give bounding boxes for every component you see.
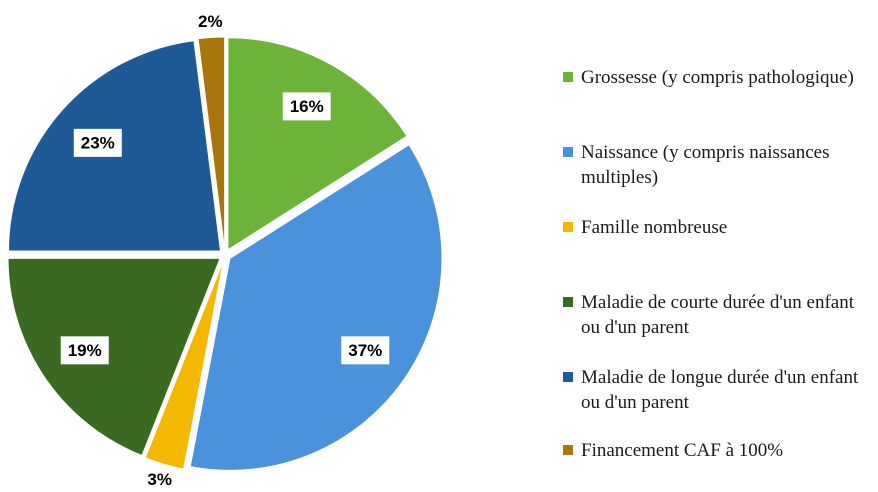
pie-slice <box>227 37 408 251</box>
legend-item: Naissance (y compris naissances multiple… <box>563 140 863 190</box>
legend-label: Famille nombreuse <box>581 217 728 238</box>
data-label: 16% <box>290 97 324 116</box>
legend-item: Maladie de courte durée d'un enfant ou d… <box>563 290 863 340</box>
legend-label: Maladie de longue durée d'un enfant ou d… <box>581 367 859 413</box>
pie-slice <box>197 36 226 250</box>
legend-item: Maladie de longue durée d'un enfant ou d… <box>563 365 863 415</box>
legend-swatch <box>563 147 573 157</box>
pie-slice <box>189 144 443 471</box>
legend-swatch <box>563 222 573 232</box>
legend-item: Grossesse (y compris pathologique) <box>563 65 863 90</box>
data-label: 19% <box>68 341 102 360</box>
chart: 16% 37% 3% 19% 23% 2% <box>7 12 443 489</box>
legend-swatch <box>563 445 573 455</box>
legend-swatch <box>563 72 573 82</box>
label-box <box>282 92 331 121</box>
data-label: 3% <box>147 470 172 489</box>
legend-label: Maladie de courte durée d'un enfant ou d… <box>581 292 854 338</box>
legend-item: Financement CAF à 100% <box>563 438 863 463</box>
legend-label: Financement CAF à 100% <box>581 440 784 461</box>
pie-slice <box>144 260 224 470</box>
legend: Grossesse (y compris pathologique) Naissa… <box>563 0 863 492</box>
label-box <box>341 336 390 365</box>
pie-slice <box>7 257 221 457</box>
legend-label: Naissance (y compris naissances multiple… <box>581 142 830 188</box>
label-box <box>60 336 109 365</box>
data-label: 23% <box>81 133 115 152</box>
data-label: 2% <box>198 12 223 31</box>
data-label: 37% <box>348 341 382 360</box>
legend-swatch <box>563 372 573 382</box>
label-box <box>73 128 122 157</box>
legend-label: Grossesse (y compris pathologique) <box>581 67 854 88</box>
legend-swatch <box>563 297 573 307</box>
legend-item: Famille nombreuse <box>563 215 863 240</box>
